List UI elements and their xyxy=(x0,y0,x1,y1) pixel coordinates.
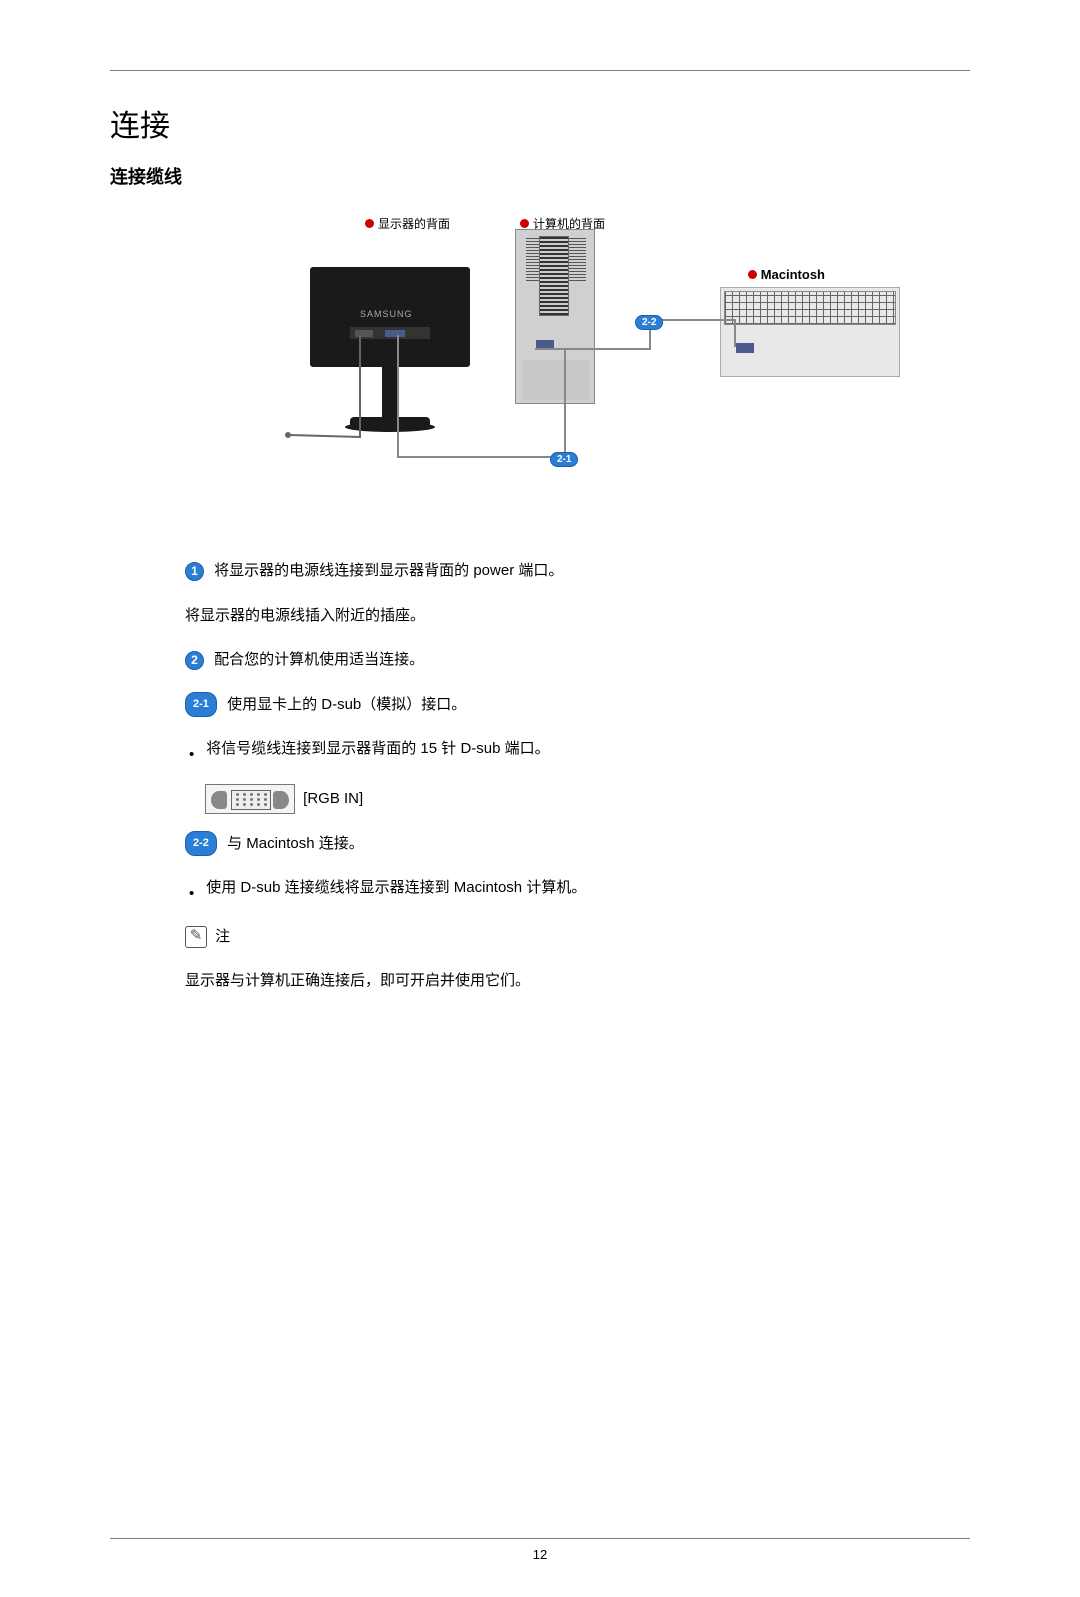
step-2-2-pill: 2-2 xyxy=(185,831,217,856)
mac-vga-port xyxy=(736,343,754,353)
bullet-dot-icon: • xyxy=(189,880,194,909)
red-dot-icon xyxy=(365,219,374,228)
step-2-1: 2-1 使用显卡上的 D-sub（模拟）接口。 xyxy=(185,691,970,720)
step-2-2-bullet-text: 使用 D-sub 连接缆线将显示器连接到 Macintosh 计算机。 xyxy=(206,874,586,903)
step-2-1-bullet: • 将信号缆线连接到显示器背面的 15 针 D-sub 端口。 xyxy=(185,735,970,770)
red-dot-icon xyxy=(520,219,529,228)
monitor-stand-base xyxy=(345,422,435,432)
monitor-graphic: SAMSUNG xyxy=(290,237,490,437)
section-title: 连接缆线 xyxy=(110,163,970,189)
rgb-in-row: [RGB IN] xyxy=(205,784,970,814)
step-2-bullet: 2 xyxy=(185,651,204,670)
step-1-cont: 将显示器的电源线插入附近的插座。 xyxy=(185,602,970,631)
step-1-text: 将显示器的电源线连接到显示器背面的 power 端口。 xyxy=(214,562,563,579)
monitor-power-port xyxy=(355,330,373,337)
red-dot-icon xyxy=(748,270,757,279)
monitor-back-label: 显示器的背面 xyxy=(365,215,450,232)
step-2-2-bullet: • 使用 D-sub 连接缆线将显示器连接到 Macintosh 计算机。 xyxy=(185,874,970,909)
step-2: 2 配合您的计算机使用适当连接。 xyxy=(185,646,970,675)
note-heading: 注 xyxy=(185,923,970,952)
step-2-1-bullet-text: 将信号缆线连接到显示器背面的 15 针 D-sub 端口。 xyxy=(206,735,549,764)
mac-graphic xyxy=(720,287,900,377)
mac-label: Macintosh xyxy=(748,267,825,282)
pc-vga-port xyxy=(536,340,554,350)
callout-2-1: 2-1 xyxy=(550,452,578,467)
page-title: 连接 xyxy=(110,101,970,145)
connection-diagram: 显示器的背面 计算机的背面 Macintosh SAMSUNG xyxy=(180,207,900,497)
monitor-logo: SAMSUNG xyxy=(360,309,413,319)
step-2-2: 2-2 与 Macintosh 连接。 xyxy=(185,830,970,859)
monitor-stand-neck xyxy=(382,367,398,422)
step-2-text: 配合您的计算机使用适当连接。 xyxy=(214,651,424,668)
step-1-bullet: 1 xyxy=(185,562,204,581)
step-1: 1 将显示器的电源线连接到显示器背面的 power 端口。 xyxy=(185,557,970,586)
pc-vent xyxy=(539,236,569,316)
page-number: 12 xyxy=(533,1547,547,1562)
step-2-1-pill: 2-1 xyxy=(185,692,217,717)
rgb-in-label: [RGB IN] xyxy=(303,789,363,806)
monitor-back-text: 显示器的背面 xyxy=(378,215,450,232)
note-text: 显示器与计算机正确连接后，即可开启并使用它们。 xyxy=(185,967,970,996)
mac-label-text: Macintosh xyxy=(761,267,825,282)
bullet-dot-icon: • xyxy=(189,741,194,770)
pc-expansion xyxy=(523,360,589,400)
monitor-vga-port xyxy=(385,330,405,337)
step-2-1-text: 使用显卡上的 D-sub（模拟）接口。 xyxy=(227,696,466,713)
page-content: 连接 连接缆线 显示器的背面 计算机的背面 Macintosh SAMSUNG xyxy=(0,71,1080,996)
note-pencil-icon xyxy=(185,926,207,948)
note-heading-text: 注 xyxy=(215,928,230,945)
step-2-2-text: 与 Macintosh 连接。 xyxy=(227,835,364,852)
mac-vent xyxy=(724,291,896,325)
pc-back-graphic xyxy=(515,229,595,404)
rgb-connector-icon xyxy=(205,784,295,814)
text-body: 1 将显示器的电源线连接到显示器背面的 power 端口。 将显示器的电源线插入… xyxy=(185,557,970,996)
page-footer: 12 xyxy=(110,1538,970,1562)
callout-2-2: 2-2 xyxy=(635,315,663,330)
